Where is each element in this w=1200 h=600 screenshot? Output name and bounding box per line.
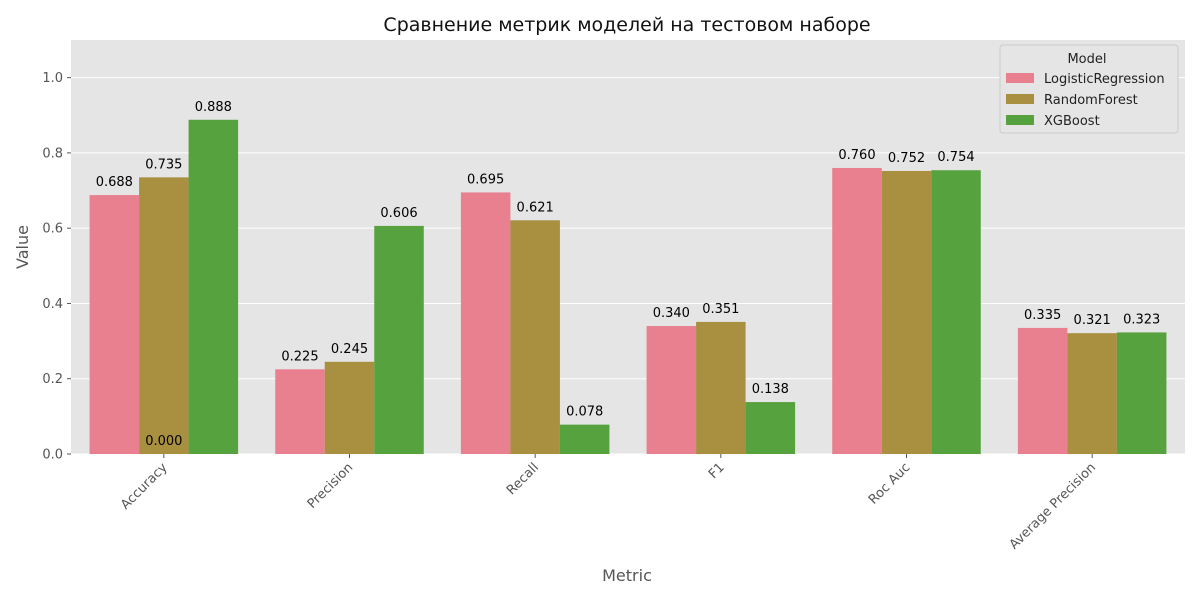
data-label: 0.752 xyxy=(888,151,925,166)
data-label: 0.695 xyxy=(467,172,504,187)
bar xyxy=(374,225,424,454)
data-label: 0.225 xyxy=(281,349,318,364)
x-tick-label: Recall xyxy=(504,460,542,498)
x-tick-label: Roc Auc xyxy=(866,460,913,507)
y-tick-label: 0.8 xyxy=(42,146,63,161)
data-label: 0.621 xyxy=(517,200,554,215)
data-label: 0.078 xyxy=(566,405,603,420)
y-tick-label: 0.2 xyxy=(42,372,63,387)
legend-title: Model xyxy=(1067,52,1106,67)
legend-swatch xyxy=(1006,115,1034,125)
data-label: 0.245 xyxy=(331,342,368,357)
data-label: 0.340 xyxy=(653,306,690,321)
x-tick-label: Precision xyxy=(305,460,357,512)
bar xyxy=(646,326,697,454)
bar xyxy=(139,177,189,454)
data-label: 0.760 xyxy=(838,148,875,163)
data-label: 0.000 xyxy=(145,434,182,449)
bar xyxy=(1116,332,1167,454)
legend-item: LogisticRegression xyxy=(1044,72,1165,87)
bar xyxy=(696,321,746,454)
legend-box xyxy=(999,44,1179,134)
data-labels: 0.688 0.735 0.888 0.225 0.245 0.606 0.695 0.621… xyxy=(96,100,1161,449)
plot-background xyxy=(71,40,1185,454)
legend-item: XGBoost xyxy=(1044,114,1100,129)
x-tick-label: Accuracy xyxy=(118,460,171,513)
grid-lines xyxy=(71,77,1185,455)
legend-swatch xyxy=(1006,94,1034,104)
bar xyxy=(559,424,610,454)
y-tick-label: 0.4 xyxy=(42,297,63,312)
y-tick-label: 0.0 xyxy=(42,448,63,463)
legend-item: RandomForest xyxy=(1044,93,1138,108)
x-tick-label: F1 xyxy=(706,460,728,482)
data-label: 0.351 xyxy=(702,302,739,317)
bar xyxy=(1017,327,1068,454)
bar xyxy=(745,402,796,454)
x-axis: Accuracy Precision Recall F1 Roc Auc Average … xyxy=(118,454,1099,553)
y-axis-label: Value xyxy=(13,225,32,269)
data-label: 0.754 xyxy=(937,150,974,165)
data-label: 0.335 xyxy=(1024,308,1061,323)
y-tick-label: 0.6 xyxy=(42,222,63,237)
bar xyxy=(188,119,239,454)
y-axis: 0.0 0.2 0.4 0.6 0.8 1.0 xyxy=(42,71,71,463)
bar xyxy=(275,369,325,454)
bar xyxy=(832,167,882,455)
bars xyxy=(89,119,1167,455)
data-label: 0.735 xyxy=(145,157,182,172)
chart-title: Сравнение метрик моделей на тестовом наб… xyxy=(383,14,870,36)
data-label: 0.688 xyxy=(96,175,133,190)
legend: Model LogisticRegression RandomForest XGBo… xyxy=(999,44,1179,134)
bar xyxy=(931,170,981,455)
data-label: 0.606 xyxy=(380,206,417,221)
legend-swatch xyxy=(1006,73,1034,83)
bar xyxy=(881,170,932,454)
data-label: 0.323 xyxy=(1123,312,1160,327)
bar xyxy=(510,220,560,454)
x-tick-label: Average Precision xyxy=(1007,460,1099,552)
bar xyxy=(1067,333,1117,454)
data-label: 0.321 xyxy=(1074,313,1111,328)
bar xyxy=(460,192,511,454)
bar xyxy=(324,361,375,454)
y-tick-label: 1.0 xyxy=(42,71,63,86)
x-axis-label: Metric xyxy=(602,566,652,585)
bar xyxy=(89,195,140,454)
data-label: 0.138 xyxy=(752,382,789,397)
data-label: 0.888 xyxy=(195,100,232,115)
